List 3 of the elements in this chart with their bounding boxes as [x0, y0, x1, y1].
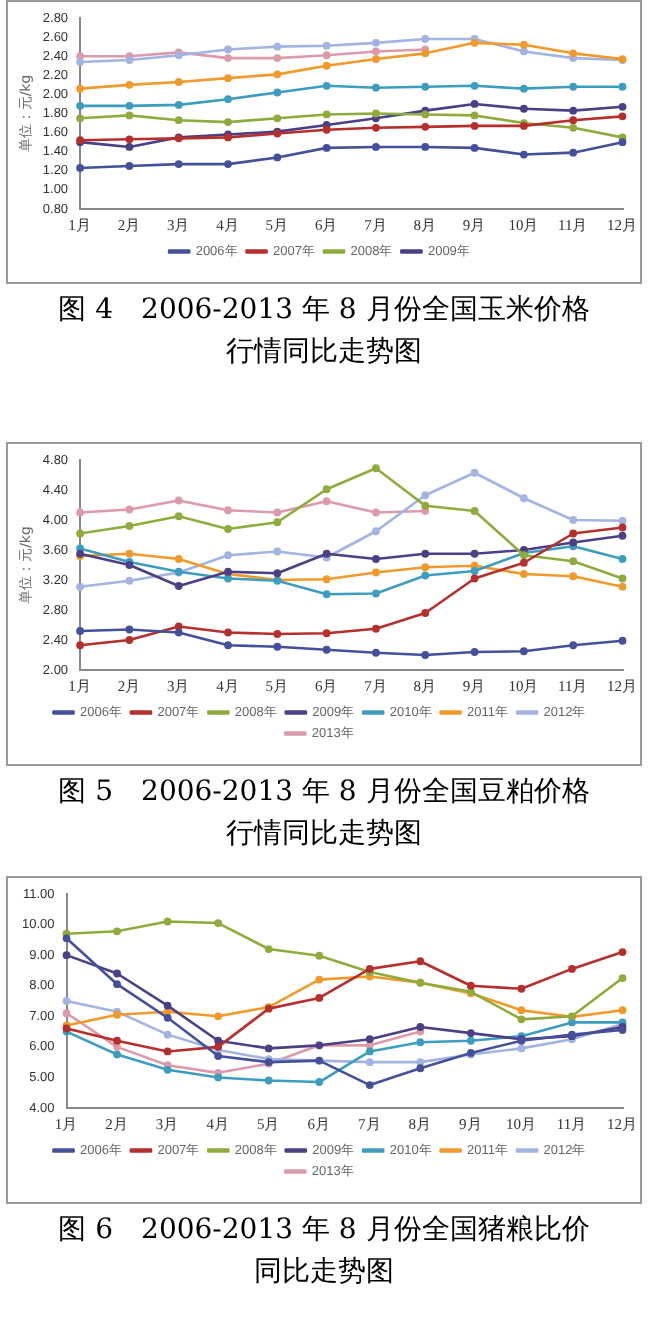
text: 图 4 2006-2013 年 8 月份全国玉米价格行情同比走势图	[56, 292, 592, 372]
text: 图 6 2006-2013 年 8 月份全国猪粮比价同比走势图	[56, 1212, 592, 1292]
text: 图 5 2006-2013 年 8 月份全国豆粕价格行情同比走势图	[56, 774, 592, 854]
